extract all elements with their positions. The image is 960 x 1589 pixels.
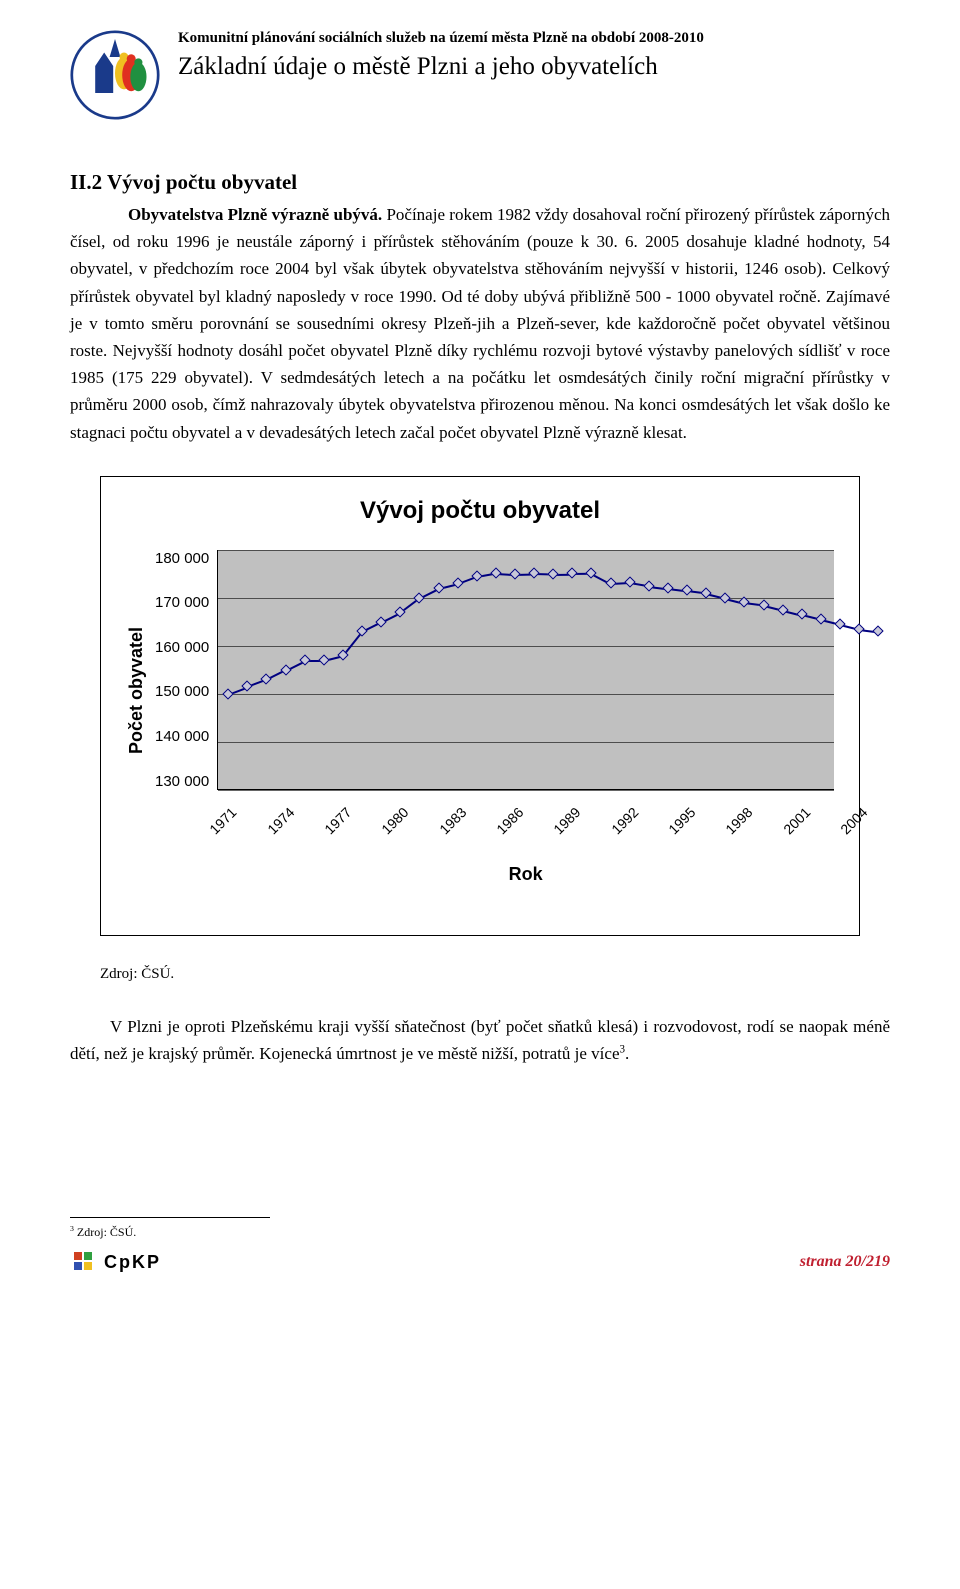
intro-bold: Obyvatelstva Plzně výrazně ubývá. (128, 205, 386, 224)
footer-brand: CpKP (70, 1248, 161, 1276)
body-paragraph-2: V Plzni je oproti Plzeňskému kraji vyšší… (70, 1013, 890, 1067)
chart-inner: Počet obyvatel 180 000170 000160 000150 … (126, 550, 834, 830)
footnote-rule (70, 1217, 270, 1218)
header-small-title: Komunitní plánování sociálních služeb na… (178, 30, 890, 47)
chart-xlabel: Rok (217, 864, 834, 885)
page-number: strana 20/219 (800, 1253, 890, 1271)
logo (70, 30, 160, 120)
section-heading: II.2 Vývoj počtu obyvatel (70, 170, 890, 195)
footer: CpKP strana 20/219 (70, 1248, 890, 1276)
chart-source: Zdroj: ČSÚ. (100, 966, 890, 983)
chart-container: Vývoj počtu obyvatel Počet obyvatel 180 … (100, 476, 860, 936)
footnote: 3 Zdroj: ČSÚ. (70, 1224, 890, 1240)
chart-plot-area (217, 550, 834, 790)
chart-ylabel: Počet obyvatel (126, 550, 147, 830)
chart-yticks: 180 000170 000160 000150 000140 000130 0… (147, 550, 217, 810)
header-big-title: Základní údaje o městě Plzni a jeho obyv… (178, 53, 890, 81)
chart-xticks: 1971197419771980198319861989199219951998… (217, 790, 834, 814)
chart-plot-wrap: 1971197419771980198319861989199219951998… (217, 550, 834, 830)
body-paragraph-1: Obyvatelstva Plzně výrazně ubývá. Počína… (70, 201, 890, 446)
chart-title: Vývoj počtu obyvatel (126, 497, 834, 525)
page-header: Komunitní plánování sociálních služeb na… (70, 30, 890, 120)
header-text: Komunitní plánování sociálních služeb na… (178, 30, 890, 81)
body-text: Počínaje rokem 1982 vždy dosahoval roční… (70, 205, 890, 442)
